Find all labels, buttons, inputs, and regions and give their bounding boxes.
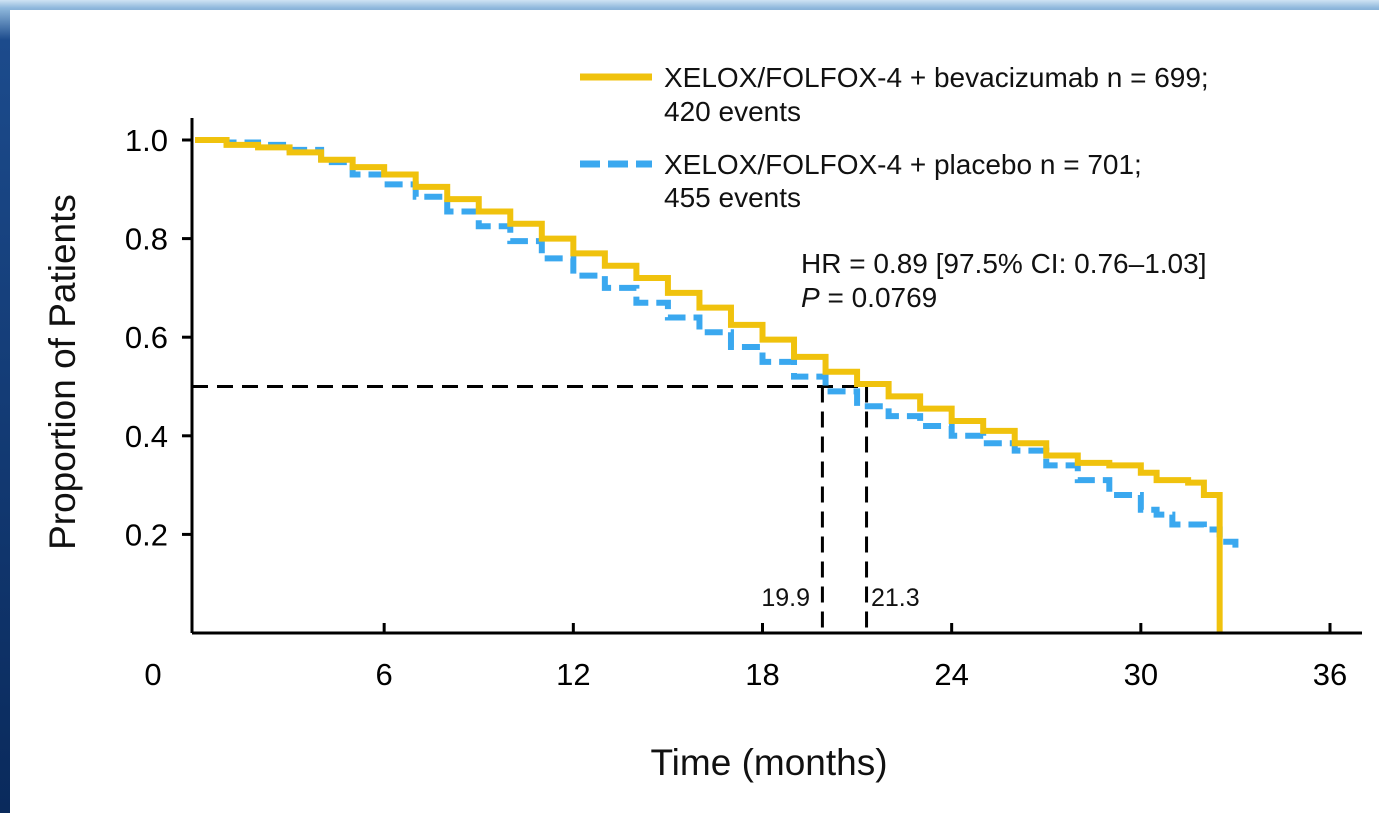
p-value-annotation: P = 0.0769 (801, 282, 937, 313)
plot-layer (192, 137, 1239, 633)
y-tick-label-0.6: 0.6 (125, 320, 168, 355)
p-value-text: = 0.0769 (820, 282, 938, 313)
axis-layer (190, 118, 1362, 635)
legend-events-placebo: 455 events (664, 182, 801, 213)
y-tick-label-1.0: 1.0 (125, 123, 168, 158)
legend: XELOX/FOLFOX-4 + bevacizumab n = 699; 42… (580, 62, 1209, 213)
legend-label-placebo: XELOX/FOLFOX-4 + placebo n = 701; (664, 149, 1142, 180)
legend-label-bevacizumab: XELOX/FOLFOX-4 + bevacizumab n = 699; (664, 62, 1209, 93)
y-tick-label-0.4: 0.4 (125, 419, 168, 454)
median-label-placebo: 19.9 (761, 584, 810, 612)
y-axis-title: Proportion of Patients (42, 194, 83, 550)
tick-layer: 0 6 12 18 24 30 36 0.2 0.4 0.6 0.8 1.0 (125, 123, 1347, 692)
x-axis-title: Time (months) (650, 742, 887, 783)
x-tick-label-30: 30 (1124, 657, 1158, 692)
y-tick-label-0.2: 0.2 (125, 517, 168, 552)
x-tick-label-6: 6 (376, 657, 393, 692)
x-tick-label-24: 24 (934, 657, 968, 692)
hazard-ratio-annotation: HR = 0.89 [97.5% CI: 0.76–1.03] (801, 248, 1206, 279)
legend-events-bevacizumab: 420 events (664, 96, 801, 127)
median-label-bevacizumab: 21.3 (871, 584, 920, 612)
survival-curve-bevacizumab (195, 137, 1223, 633)
survival-curve-placebo (195, 137, 1239, 550)
p-value-symbol: P (801, 282, 820, 313)
x-tick-label-18: 18 (745, 657, 779, 692)
x-tick-label-12: 12 (556, 657, 590, 692)
x-tick-label-0: 0 (144, 657, 161, 692)
x-tick-label-36: 36 (1313, 657, 1347, 692)
y-tick-label-0.8: 0.8 (125, 222, 168, 257)
